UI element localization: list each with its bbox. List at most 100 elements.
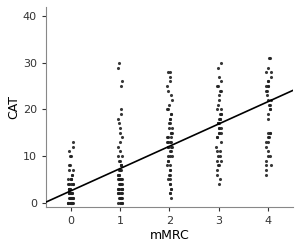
Point bbox=[118, 131, 122, 135]
Point bbox=[119, 201, 124, 205]
Point bbox=[115, 191, 120, 195]
Point bbox=[168, 177, 173, 181]
Point bbox=[118, 177, 122, 181]
Point bbox=[215, 135, 220, 139]
Point bbox=[68, 187, 73, 190]
Point bbox=[118, 84, 123, 88]
Point bbox=[116, 177, 121, 181]
Point bbox=[217, 131, 222, 135]
Point bbox=[165, 140, 170, 144]
Point bbox=[216, 126, 221, 130]
Point bbox=[167, 126, 171, 130]
Point bbox=[120, 79, 124, 83]
Point bbox=[265, 89, 270, 93]
Point bbox=[169, 140, 173, 144]
Point bbox=[119, 112, 124, 116]
Point bbox=[69, 196, 74, 200]
Point bbox=[215, 173, 220, 177]
Point bbox=[264, 145, 268, 149]
Point bbox=[117, 201, 122, 205]
Point bbox=[67, 149, 71, 153]
Point bbox=[268, 107, 273, 111]
Point bbox=[166, 70, 171, 74]
Point bbox=[118, 182, 122, 186]
Point bbox=[116, 191, 121, 195]
Point bbox=[67, 191, 72, 195]
Point bbox=[117, 187, 122, 190]
Point bbox=[168, 93, 173, 97]
Point bbox=[266, 84, 270, 88]
Point bbox=[218, 131, 223, 135]
Point bbox=[119, 182, 124, 186]
Point bbox=[166, 159, 170, 163]
Point bbox=[70, 182, 75, 186]
Point bbox=[219, 89, 224, 93]
Point bbox=[266, 117, 271, 121]
Point bbox=[118, 168, 123, 172]
Point bbox=[169, 131, 174, 135]
Point bbox=[264, 89, 269, 93]
Point bbox=[118, 196, 123, 200]
Point bbox=[70, 201, 74, 205]
Point bbox=[119, 187, 124, 190]
Point bbox=[268, 107, 273, 111]
Point bbox=[266, 154, 270, 158]
Point bbox=[167, 103, 172, 107]
Point bbox=[167, 182, 172, 186]
Point bbox=[120, 196, 125, 200]
Point bbox=[217, 126, 221, 130]
Point bbox=[116, 145, 121, 149]
Point bbox=[165, 140, 170, 144]
Point bbox=[118, 159, 123, 163]
Point bbox=[215, 163, 220, 167]
Point bbox=[216, 163, 221, 167]
X-axis label: mMRC: mMRC bbox=[150, 229, 189, 242]
Point bbox=[219, 79, 224, 83]
Point bbox=[119, 135, 124, 139]
Point bbox=[116, 117, 120, 121]
Point bbox=[119, 182, 124, 186]
Point bbox=[264, 70, 269, 74]
Point bbox=[166, 145, 170, 149]
Point bbox=[216, 182, 221, 186]
Point bbox=[117, 191, 122, 195]
Point bbox=[218, 112, 223, 116]
Point bbox=[70, 201, 74, 205]
Point bbox=[118, 196, 123, 200]
Point bbox=[118, 182, 123, 186]
Point bbox=[67, 201, 72, 205]
Point bbox=[168, 122, 173, 125]
Point bbox=[118, 177, 123, 181]
Point bbox=[217, 98, 222, 102]
Point bbox=[268, 131, 273, 135]
Point bbox=[66, 187, 71, 190]
Point bbox=[118, 140, 122, 144]
Point bbox=[70, 201, 75, 205]
Point bbox=[116, 187, 121, 190]
Point bbox=[217, 117, 222, 121]
Point bbox=[265, 131, 270, 135]
Point bbox=[218, 89, 222, 93]
Point bbox=[66, 201, 71, 205]
Point bbox=[268, 103, 272, 107]
Point bbox=[168, 168, 172, 172]
Point bbox=[119, 163, 124, 167]
Point bbox=[67, 187, 72, 190]
Point bbox=[165, 84, 170, 88]
Point bbox=[70, 196, 75, 200]
Point bbox=[116, 177, 121, 181]
Point bbox=[268, 154, 273, 158]
Point bbox=[264, 173, 268, 177]
Point bbox=[216, 122, 221, 125]
Point bbox=[266, 98, 271, 102]
Point bbox=[70, 173, 75, 177]
Point bbox=[70, 201, 75, 205]
Point bbox=[267, 103, 272, 107]
Point bbox=[166, 177, 171, 181]
Point bbox=[264, 168, 269, 172]
Point bbox=[266, 149, 270, 153]
Point bbox=[66, 182, 70, 186]
Point bbox=[119, 163, 124, 167]
Point bbox=[169, 154, 174, 158]
Point bbox=[118, 177, 123, 181]
